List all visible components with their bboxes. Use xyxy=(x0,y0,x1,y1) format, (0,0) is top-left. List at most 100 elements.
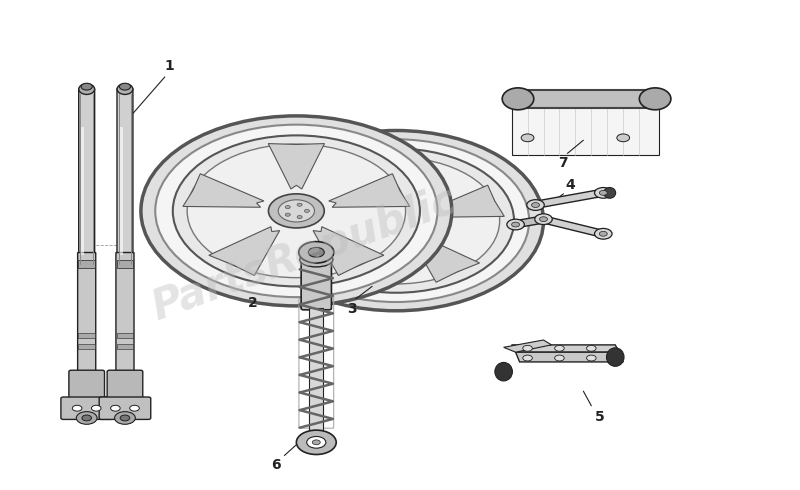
Circle shape xyxy=(249,130,543,311)
Circle shape xyxy=(173,135,420,287)
Circle shape xyxy=(312,440,320,445)
Ellipse shape xyxy=(300,252,333,267)
Polygon shape xyxy=(426,185,504,218)
Circle shape xyxy=(554,355,564,361)
Bar xyxy=(81,127,84,254)
Polygon shape xyxy=(512,345,619,352)
Circle shape xyxy=(507,219,524,230)
Ellipse shape xyxy=(502,88,534,110)
Polygon shape xyxy=(288,185,366,218)
Circle shape xyxy=(586,345,596,351)
Bar xyxy=(78,333,95,338)
Circle shape xyxy=(512,222,519,227)
Ellipse shape xyxy=(495,363,513,381)
Bar xyxy=(119,127,122,254)
Text: 4: 4 xyxy=(566,178,575,193)
Circle shape xyxy=(286,213,290,216)
FancyBboxPatch shape xyxy=(78,89,94,265)
Circle shape xyxy=(379,211,413,231)
Circle shape xyxy=(141,116,452,306)
FancyBboxPatch shape xyxy=(301,258,331,310)
Circle shape xyxy=(120,415,130,421)
Circle shape xyxy=(521,134,534,142)
Bar xyxy=(117,333,134,338)
Circle shape xyxy=(386,216,390,219)
Ellipse shape xyxy=(78,84,94,95)
Circle shape xyxy=(110,405,120,411)
Circle shape xyxy=(82,415,91,421)
Text: 3: 3 xyxy=(347,302,357,316)
Polygon shape xyxy=(515,216,543,228)
Circle shape xyxy=(531,202,539,207)
Polygon shape xyxy=(209,227,280,275)
Polygon shape xyxy=(268,144,325,189)
Ellipse shape xyxy=(639,88,671,110)
Circle shape xyxy=(594,228,612,239)
Polygon shape xyxy=(183,174,264,207)
Circle shape xyxy=(72,405,82,411)
Polygon shape xyxy=(411,235,479,282)
Ellipse shape xyxy=(604,188,616,198)
Circle shape xyxy=(522,355,532,361)
Circle shape xyxy=(263,139,529,302)
Polygon shape xyxy=(515,352,623,362)
FancyBboxPatch shape xyxy=(78,252,96,372)
FancyBboxPatch shape xyxy=(69,370,105,400)
Text: PartsRepublic: PartsRepublic xyxy=(146,180,462,329)
Ellipse shape xyxy=(606,348,624,367)
Bar xyxy=(309,308,323,430)
FancyBboxPatch shape xyxy=(99,397,150,419)
Circle shape xyxy=(278,148,514,293)
FancyBboxPatch shape xyxy=(117,89,133,265)
Circle shape xyxy=(155,124,438,297)
Bar xyxy=(78,344,95,349)
Circle shape xyxy=(370,205,422,236)
Circle shape xyxy=(594,188,612,198)
Circle shape xyxy=(297,216,302,219)
Circle shape xyxy=(298,242,334,263)
Circle shape xyxy=(539,217,547,221)
Circle shape xyxy=(522,345,532,351)
Circle shape xyxy=(76,412,97,424)
FancyBboxPatch shape xyxy=(61,397,113,419)
Ellipse shape xyxy=(117,84,133,95)
FancyBboxPatch shape xyxy=(116,252,134,372)
Circle shape xyxy=(286,205,290,209)
Text: 1: 1 xyxy=(165,59,174,74)
Circle shape xyxy=(554,345,564,351)
Polygon shape xyxy=(313,227,384,275)
Text: 5: 5 xyxy=(595,410,605,424)
Text: 7: 7 xyxy=(558,156,568,171)
Circle shape xyxy=(297,203,302,206)
Bar xyxy=(117,344,134,349)
Circle shape xyxy=(81,83,92,90)
Circle shape xyxy=(397,225,402,228)
Circle shape xyxy=(114,412,135,424)
Circle shape xyxy=(91,405,101,411)
FancyBboxPatch shape xyxy=(107,370,142,400)
Circle shape xyxy=(296,430,336,455)
Circle shape xyxy=(586,355,596,361)
Circle shape xyxy=(599,231,607,236)
Circle shape xyxy=(269,194,324,228)
Circle shape xyxy=(397,214,402,217)
Circle shape xyxy=(130,405,139,411)
Bar xyxy=(78,260,95,268)
Circle shape xyxy=(187,144,406,278)
Text: 2: 2 xyxy=(248,296,258,310)
Circle shape xyxy=(526,200,544,210)
Circle shape xyxy=(599,191,607,196)
Bar xyxy=(117,260,134,268)
Text: 6: 6 xyxy=(270,459,281,472)
Circle shape xyxy=(119,83,130,90)
Polygon shape xyxy=(543,216,603,238)
Polygon shape xyxy=(369,156,423,200)
Circle shape xyxy=(306,437,326,448)
Polygon shape xyxy=(504,340,551,352)
Bar xyxy=(515,90,659,108)
Circle shape xyxy=(305,209,310,213)
Circle shape xyxy=(292,157,500,284)
Circle shape xyxy=(386,223,390,225)
Circle shape xyxy=(534,214,552,224)
Circle shape xyxy=(278,200,314,222)
